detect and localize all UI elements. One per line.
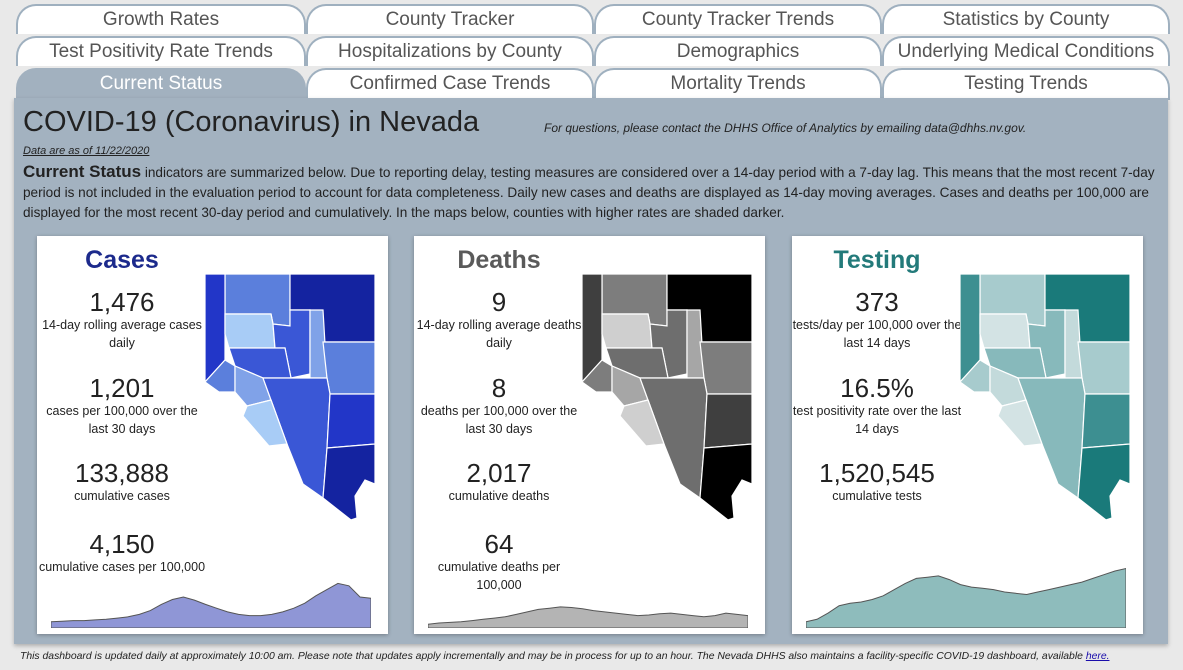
contact-note: For questions, please contact the DHHS O… xyxy=(544,121,1027,135)
county-lincoln xyxy=(1081,393,1131,449)
test-positivity-stat: 16.5% test positivity rate over the last … xyxy=(792,374,962,438)
stat-label: cumulative cases per 100,000 xyxy=(38,560,206,574)
stat-value: 1,476 xyxy=(89,287,155,317)
cumulative-deaths-per-100k-stat: 64 cumulative deaths per 100,000 xyxy=(414,530,584,594)
stat-value: 2,017 xyxy=(466,458,532,488)
stat-label: test positivity rate over the last 14 da… xyxy=(792,404,962,436)
county-esmeralda xyxy=(619,399,665,447)
tab-confirmed-case-trends[interactable]: Confirmed Case Trends xyxy=(306,68,594,100)
intro-heading: Current Status xyxy=(23,162,142,181)
county-esmeralda xyxy=(242,399,288,447)
tab-hospitalizations-by-county[interactable]: Hospitalizations by County xyxy=(306,36,594,66)
testing-trend-sparkline xyxy=(806,567,1126,628)
facility-dashboard-link[interactable]: here. xyxy=(1085,651,1110,662)
tab-growth-rates[interactable]: Growth Rates xyxy=(16,4,306,34)
stat-label: cases per 100,000 over the last 30 days xyxy=(46,404,198,436)
cases-card: Cases 1,476 14-day rolling average cases … xyxy=(37,236,388,634)
stat-label: 14-day rolling average deaths daily xyxy=(416,318,582,350)
cases-title: Cases xyxy=(85,246,159,274)
county-lincoln xyxy=(703,393,753,449)
cumulative-cases-stat: 133,888 cumulative cases xyxy=(37,459,207,505)
deaths-title: Deaths xyxy=(457,246,541,274)
tab-demographics[interactable]: Demographics xyxy=(594,36,882,66)
cases-per-100k-stat: 1,201 cases per 100,000 over the last 30 … xyxy=(37,374,207,438)
cumulative-deaths-stat: 2,017 cumulative deaths xyxy=(414,459,584,505)
tab-testing-trends[interactable]: Testing Trends xyxy=(882,68,1170,100)
intro-text: Current Status indicators are summarized… xyxy=(23,162,1163,223)
stat-label: deaths per 100,000 over the last 30 days xyxy=(420,404,578,436)
stat-label: 14-day rolling average cases daily xyxy=(42,318,202,350)
tab-underlying-medical-conditions[interactable]: Underlying Medical Conditions xyxy=(882,36,1170,66)
county-clark xyxy=(1077,443,1131,521)
deaths-trend-sparkline xyxy=(428,606,748,628)
nevada-cases-map xyxy=(205,274,376,521)
footer-text: This dashboard is updated daily at appro… xyxy=(20,651,1086,662)
tab-county-tracker[interactable]: County Tracker xyxy=(306,4,594,34)
county-lincoln xyxy=(326,393,376,449)
county-clark xyxy=(699,443,753,521)
stat-value: 373 xyxy=(855,287,899,317)
testing-title: Testing xyxy=(833,246,921,274)
stat-value: 8 xyxy=(491,373,507,403)
county-esmeralda xyxy=(997,399,1043,447)
cumulative-cases-per-100k-stat: 4,150 cumulative cases per 100,000 xyxy=(37,530,207,576)
county-white-pine xyxy=(322,341,376,395)
deaths-daily-stat: 9 14-day rolling average deaths daily xyxy=(414,288,584,352)
stat-label: cumulative deaths per 100,000 xyxy=(437,560,561,592)
county-pershing xyxy=(224,313,276,349)
stat-value: 133,888 xyxy=(75,458,169,488)
deaths-card: Deaths 9 14-day rolling average deaths da… xyxy=(414,236,765,634)
stat-value: 64 xyxy=(484,529,514,559)
tab-current-status[interactable]: Current Status xyxy=(16,68,306,100)
nevada-testing-map xyxy=(960,274,1131,521)
tab-statistics-by-county[interactable]: Statistics by County xyxy=(882,4,1170,34)
stat-label: tests/day per 100,000 over the last 14 d… xyxy=(792,318,962,350)
tests-per-100k-stat: 373 tests/day per 100,000 over the last 1… xyxy=(792,288,962,352)
deaths-per-100k-stat: 8 deaths per 100,000 over the last 30 day… xyxy=(414,374,584,438)
tab-test-positivity-rate-trends[interactable]: Test Positivity Rate Trends xyxy=(16,36,306,66)
tab-bar: Growth Rates County Tracker County Track… xyxy=(16,4,1170,100)
footer-note: This dashboard is updated daily at appro… xyxy=(20,651,1110,662)
stat-label: cumulative deaths xyxy=(448,489,550,503)
deaths-sparkline-area xyxy=(428,606,748,628)
cases-trend-sparkline xyxy=(51,582,371,628)
county-pershing xyxy=(979,313,1031,349)
stat-value: 1,520,545 xyxy=(819,458,935,488)
dashboard-panel: COVID-19 (Coronavirus) in Nevada For que… xyxy=(14,98,1168,644)
cases-daily-stat: 1,476 14-day rolling average cases daily xyxy=(37,288,207,352)
county-clark xyxy=(322,443,376,521)
tab-mortality-trends[interactable]: Mortality Trends xyxy=(594,68,882,100)
testing-card: Testing 373 tests/day per 100,000 over th… xyxy=(792,236,1143,634)
stat-value: 4,150 xyxy=(89,529,155,559)
intro-body: indicators are summarized below. Due to … xyxy=(23,165,1155,220)
stat-value: 16.5% xyxy=(840,373,914,403)
cases-sparkline-area xyxy=(51,582,371,628)
testing-sparkline-area xyxy=(806,567,1126,628)
page-title: COVID-19 (Coronavirus) in Nevada xyxy=(23,106,480,138)
stat-value: 1,201 xyxy=(89,373,155,403)
tab-county-tracker-trends[interactable]: County Tracker Trends xyxy=(594,4,882,34)
data-as-of: Data are as of 11/22/2020 xyxy=(23,145,150,157)
nevada-deaths-map xyxy=(582,274,753,521)
county-white-pine xyxy=(1077,341,1131,395)
county-pershing xyxy=(601,313,653,349)
cumulative-tests-stat: 1,520,545 cumulative tests xyxy=(792,459,962,505)
stat-label: cumulative tests xyxy=(832,489,922,503)
stat-label: cumulative cases xyxy=(74,489,170,503)
county-white-pine xyxy=(699,341,753,395)
stat-value: 9 xyxy=(491,287,507,317)
